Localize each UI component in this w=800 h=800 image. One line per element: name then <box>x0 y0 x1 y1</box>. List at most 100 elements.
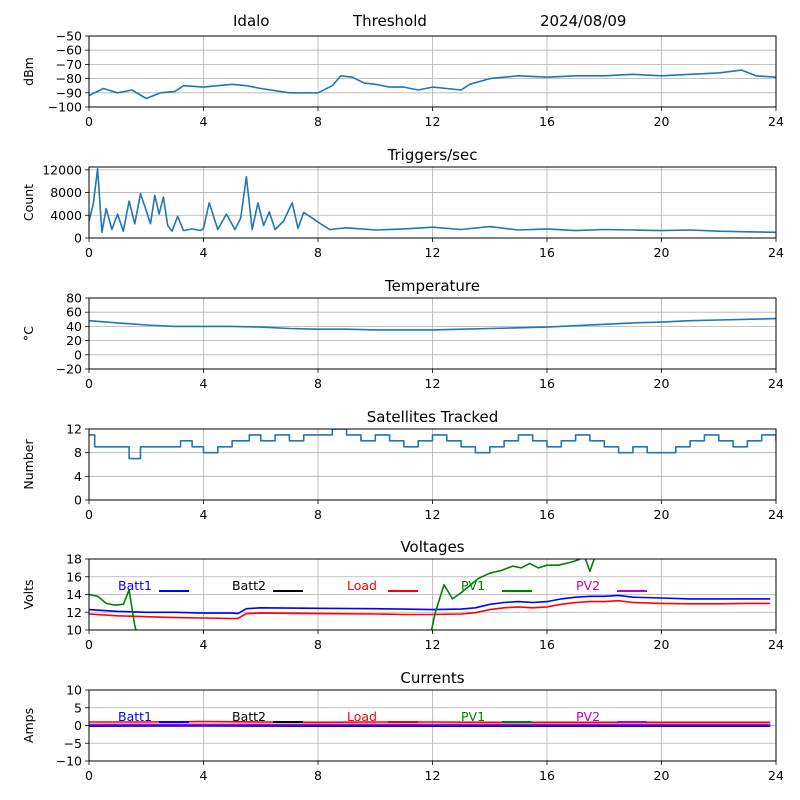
series-group <box>89 720 771 727</box>
series-line-satellites <box>89 429 776 460</box>
chart-title: Currents <box>400 669 464 687</box>
y-tick-label: −5 <box>64 736 82 751</box>
series-line-batt1 <box>89 594 771 615</box>
series-group <box>89 317 776 331</box>
chart-voltages: 0 4 8 12 16 20 24 10 12 14 16 18 Voltages Volts Batt1 B… <box>21 538 784 652</box>
x-tick-label: 0 <box>85 768 93 783</box>
x-tick-label: 24 <box>768 637 784 652</box>
chart-title: Voltages <box>400 538 464 556</box>
chart-title: Triggers/sec <box>387 146 478 164</box>
y-tick-label: −20 <box>56 362 82 377</box>
x-tick-label: 0 <box>85 637 93 652</box>
legend-label-batt2: Batt2 <box>232 578 266 593</box>
y-tick-label: −70 <box>56 57 82 72</box>
y-tick-label: 8000 <box>50 185 82 200</box>
x-tick-label: 24 <box>768 376 784 391</box>
y-tick-label: 0 <box>74 493 82 508</box>
x-tick-label: 24 <box>768 114 784 129</box>
x-tick-label: 4 <box>200 376 208 391</box>
x-tick-label: 12 <box>425 507 441 522</box>
legend-label-load: Load <box>347 578 377 593</box>
x-tick-label: 8 <box>314 507 322 522</box>
legend-label-load: Load <box>347 709 377 724</box>
legend-label-pv1: PV1 <box>461 578 485 593</box>
y-axis-label: dBm <box>21 57 36 86</box>
y-axis-label: Amps <box>21 708 36 743</box>
y-axis-label: Volts <box>21 579 36 609</box>
x-tick-label: 20 <box>654 507 670 522</box>
series-line-pv1 <box>89 559 596 630</box>
chart-currents: 0 4 8 12 16 20 24 −10 −5 0 5 10 Currents Amps Batt1 Bat… <box>21 669 784 783</box>
x-tick-label: 0 <box>85 114 93 129</box>
series-group <box>89 69 776 100</box>
axes-frame <box>88 558 777 631</box>
y-tick-label: 0 <box>74 718 82 733</box>
y-tick-label: −60 <box>56 43 82 58</box>
y-tick-label: −90 <box>56 85 82 100</box>
x-tick-label: 16 <box>539 768 555 783</box>
y-tick-label: 18 <box>66 552 82 567</box>
axes-frame <box>88 35 777 108</box>
y-tick-label: 0 <box>74 231 82 246</box>
series-group <box>89 559 771 630</box>
y-tick-label: 20 <box>66 333 82 348</box>
x-tick-label: 4 <box>200 114 208 129</box>
x-tick-label: 12 <box>425 768 441 783</box>
y-tick-label: 8 <box>74 445 82 460</box>
x-tick-label: 4 <box>200 637 208 652</box>
x-tick-label: 4 <box>200 245 208 260</box>
x-tick-label: 20 <box>654 768 670 783</box>
x-tick-label: 0 <box>85 507 93 522</box>
x-tick-label: 20 <box>654 637 670 652</box>
legend-label-pv1: PV1 <box>461 709 485 724</box>
x-tick-label: 12 <box>425 637 441 652</box>
report-date: 2024/08/09 <box>540 12 627 30</box>
series-group <box>89 167 776 234</box>
x-tick-label: 0 <box>85 376 93 391</box>
legend-label-batt1: Batt1 <box>118 709 152 724</box>
axes-frame <box>88 428 777 501</box>
legend-label-batt2: Batt2 <box>232 709 266 724</box>
axes-frame <box>88 689 777 762</box>
x-tick-label: 20 <box>654 376 670 391</box>
chart-triggers: 0 4 8 12 16 20 24 0 4000 8000 12000 Triggers/sec Cou… <box>21 146 784 260</box>
chart-title: Temperature <box>384 277 480 295</box>
y-tick-label: 5 <box>74 700 82 715</box>
y-tick-label: 12000 <box>42 162 82 177</box>
x-tick-label: 8 <box>314 114 322 129</box>
axes-frame <box>88 297 777 370</box>
x-tick-label: 4 <box>200 507 208 522</box>
y-tick-label: 0 <box>74 347 82 362</box>
x-tick-label: 12 <box>425 245 441 260</box>
series-group <box>89 429 776 460</box>
x-tick-label: 8 <box>314 768 322 783</box>
y-axis-label: Count <box>21 184 36 221</box>
axes-frame <box>88 166 777 239</box>
x-tick-label: 20 <box>654 114 670 129</box>
x-tick-label: 16 <box>539 637 555 652</box>
x-tick-label: 8 <box>314 245 322 260</box>
x-tick-label: 4 <box>200 768 208 783</box>
y-tick-label: 60 <box>66 305 82 320</box>
series-line-triggers <box>89 167 776 234</box>
y-tick-label: 4 <box>74 469 82 484</box>
y-tick-label: 16 <box>66 569 82 584</box>
y-tick-label: 14 <box>66 587 82 602</box>
series-line-temperature <box>89 317 776 331</box>
x-tick-label: 24 <box>768 768 784 783</box>
trigger-mode: Threshold <box>353 12 427 30</box>
series-line-load <box>89 720 771 724</box>
y-tick-label: 10 <box>66 623 82 638</box>
x-tick-label: 12 <box>425 376 441 391</box>
x-tick-label: 24 <box>768 507 784 522</box>
y-tick-label: 10 <box>66 683 82 698</box>
chart-title: Satellites Tracked <box>367 408 498 426</box>
y-tick-label: 12 <box>66 605 82 620</box>
x-tick-label: 20 <box>654 245 670 260</box>
legend-label-batt1: Batt1 <box>118 578 152 593</box>
x-tick-label: 16 <box>539 114 555 129</box>
x-tick-label: 16 <box>539 245 555 260</box>
y-tick-label: 12 <box>66 422 82 437</box>
